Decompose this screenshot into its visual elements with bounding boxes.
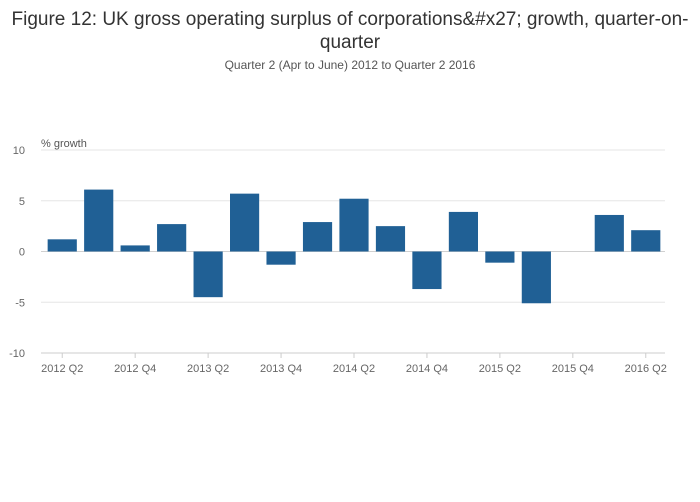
y-tick-label: -5 xyxy=(15,297,25,309)
bar-2013-q1[interactable] xyxy=(157,224,187,252)
bar-2014-q3[interactable] xyxy=(375,226,406,252)
x-tick-label: 2012 Q2 xyxy=(41,363,83,375)
bar-2014-q4[interactable] xyxy=(412,251,442,290)
bar-2013-q2[interactable] xyxy=(193,251,223,298)
bar-2012-q3[interactable] xyxy=(84,189,114,252)
y-tick-label: -10 xyxy=(9,348,25,360)
x-tick-label: 2015 Q2 xyxy=(479,363,521,375)
x-tick-label: 2016 Q2 xyxy=(625,363,667,375)
bar-2015-q1[interactable] xyxy=(448,211,478,252)
y-tick-label: 0 xyxy=(19,247,25,259)
y-tick-label: 10 xyxy=(13,145,25,157)
bar-2012-q4[interactable] xyxy=(120,245,150,252)
bar-2012-q2[interactable] xyxy=(47,239,77,252)
bar-2016-q2[interactable] xyxy=(631,230,661,252)
y-tick-label: 5 xyxy=(19,196,25,208)
x-tick-label: 2012 Q4 xyxy=(114,363,156,375)
axes: 10 5 0 -5 -10 2012 Q2 2012 Q4 2013 Q2 2013 Q4 201… xyxy=(9,145,667,375)
x-tick-label: 2015 Q4 xyxy=(552,363,594,375)
bar-2013-q3[interactable] xyxy=(230,193,260,252)
x-tick-label: 2013 Q2 xyxy=(187,363,229,375)
bar-2015-q3[interactable] xyxy=(521,251,551,304)
y-axis-label: % growth xyxy=(41,138,87,150)
chart-subtitle: Quarter 2 (Apr to June) 2012 to Quarter … xyxy=(224,58,476,72)
bar-2014-q2[interactable] xyxy=(339,198,369,252)
chart-title: Figure 12: UK gross operating surplus of… xyxy=(11,9,689,53)
bar-2013-q4[interactable] xyxy=(266,251,296,265)
bar-2014-q1[interactable] xyxy=(302,222,333,252)
x-tick-label: 2014 Q4 xyxy=(406,363,448,375)
bar-2016-q1[interactable] xyxy=(594,214,624,252)
bar-2015-q2[interactable] xyxy=(485,251,515,263)
bars xyxy=(47,189,661,304)
x-tick-label: 2014 Q2 xyxy=(333,363,375,375)
x-tick-label: 2013 Q4 xyxy=(260,363,302,375)
